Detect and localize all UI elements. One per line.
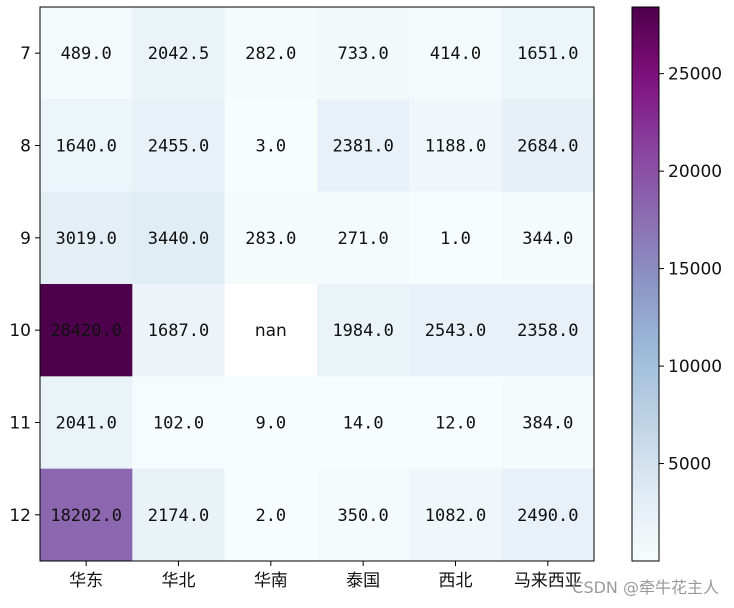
cell-value-label: 1082.0 xyxy=(425,506,486,526)
cell-value-label: 3440.0 xyxy=(148,229,209,249)
cell-value-label: 282.0 xyxy=(245,44,296,64)
heatmap-cell xyxy=(501,7,595,100)
cell-value-label: 2042.5 xyxy=(148,44,209,64)
heatmap-cell xyxy=(409,468,503,562)
cell-value-label: 1.0 xyxy=(440,229,471,249)
cell-value-label: 283.0 xyxy=(245,229,296,249)
heatmap-cell xyxy=(224,376,318,470)
heatmap-cell xyxy=(409,191,503,285)
heatmap-cell xyxy=(132,283,226,377)
cell-value-label: 2381.0 xyxy=(332,136,393,156)
cell-value-label: 2455.0 xyxy=(148,136,209,156)
cell-value-label: 2358.0 xyxy=(517,321,578,341)
heatmap-cell xyxy=(224,191,318,285)
heatmap-cell xyxy=(501,99,595,193)
y-tick-label: 9 xyxy=(20,229,31,249)
heatmap-cell xyxy=(132,376,226,470)
cell-value-label: nan xyxy=(255,321,287,341)
cell-value-label: 384.0 xyxy=(522,413,573,433)
heatmap-cell xyxy=(316,99,410,193)
heatmap-cell xyxy=(40,191,133,285)
watermark-text: CSDN @牵牛花主人 xyxy=(572,578,719,597)
cell-value-label: 344.0 xyxy=(522,229,573,249)
cell-value-label: 489.0 xyxy=(61,44,112,64)
cell-value-label: 18202.0 xyxy=(50,506,122,526)
cell-value-label: 2174.0 xyxy=(148,506,209,526)
cell-value-label: 1188.0 xyxy=(425,136,486,156)
heatmap-cell xyxy=(224,7,318,100)
y-axis: 7 8 9 10 11 12 xyxy=(9,44,40,526)
x-axis: 华东 华北 华南 泰国 西北 马来西亚 xyxy=(69,560,582,591)
cell-value-label: 2543.0 xyxy=(425,321,486,341)
x-tick-label: 马来西亚 xyxy=(514,571,582,591)
heatmap-cell xyxy=(409,99,503,193)
heatmap-cell xyxy=(409,283,503,377)
heatmap-cell xyxy=(40,99,133,193)
cell-value-label: 271.0 xyxy=(338,229,389,249)
x-tick-label: 华南 xyxy=(254,571,288,591)
heatmap-cell xyxy=(501,191,595,285)
cell-value-label: 1651.0 xyxy=(517,44,578,64)
heatmap-cell xyxy=(132,99,226,193)
cell-value-label: 14.0 xyxy=(343,413,384,433)
colorbar-tick-label: 20000 xyxy=(668,162,722,182)
cell-value-label: 1640.0 xyxy=(55,136,116,156)
colorbar-tick-label: 10000 xyxy=(668,357,722,377)
heatmap-cell xyxy=(40,283,133,377)
heatmap-cell xyxy=(132,7,226,100)
colorbar-tick-label: 25000 xyxy=(668,65,722,85)
x-tick-label: 华北 xyxy=(161,571,195,591)
cell-value-label: 28420.0 xyxy=(50,321,122,341)
y-tick-label: 11 xyxy=(9,413,31,433)
cell-value-label: 3019.0 xyxy=(55,229,116,249)
cell-value-label: 1687.0 xyxy=(148,321,209,341)
heatmap-cells xyxy=(40,7,595,562)
heatmap-cell xyxy=(40,376,133,470)
cell-value-label: 733.0 xyxy=(338,44,389,64)
cell-value-labels: 489.0 2042.5 282.0 733.0 414.0 1651.0 1640.0 24… xyxy=(50,44,578,526)
colorbar-tick-label: 5000 xyxy=(668,455,711,475)
colorbar-axis: 5000 10000 15000 20000 25000 xyxy=(659,65,722,475)
cell-value-label: 2.0 xyxy=(255,506,286,526)
plot-frame xyxy=(39,6,595,562)
heatmap-cell xyxy=(40,7,133,100)
y-tick-label: 7 xyxy=(20,44,31,64)
cell-value-label: 9.0 xyxy=(255,413,286,433)
heatmap-cell xyxy=(40,468,133,562)
heatmap-cell xyxy=(316,191,410,285)
cell-value-label: 414.0 xyxy=(430,44,481,64)
cell-value-label: 12.0 xyxy=(435,413,476,433)
heatmap-cell xyxy=(501,468,595,562)
cell-value-label: 102.0 xyxy=(153,413,204,433)
heatmap-cell xyxy=(501,283,595,377)
heatmap-cell xyxy=(132,468,226,562)
cell-value-label: 2041.0 xyxy=(55,413,116,433)
x-tick-label: 西北 xyxy=(438,571,472,591)
heatmap-cell xyxy=(224,468,318,562)
heatmap-cell xyxy=(409,7,503,100)
x-tick-label: 华东 xyxy=(69,571,103,591)
heatmap-cell xyxy=(132,191,226,285)
y-tick-label: 10 xyxy=(9,321,31,341)
cell-value-label: 350.0 xyxy=(338,506,389,526)
heatmap-cell xyxy=(316,376,410,470)
cell-value-label: 1984.0 xyxy=(332,321,393,341)
y-tick-label: 8 xyxy=(20,136,31,156)
colorbar xyxy=(631,6,660,562)
heatmap-cell xyxy=(316,468,410,562)
heatmap-cell xyxy=(316,283,410,377)
cell-value-label: 3.0 xyxy=(255,136,286,156)
x-tick-label: 泰国 xyxy=(346,571,380,591)
cell-value-label: 2490.0 xyxy=(517,506,578,526)
y-tick-label: 12 xyxy=(9,506,31,526)
heatmap-cell xyxy=(224,99,318,193)
colorbar-tick-label: 15000 xyxy=(668,260,722,280)
heatmap-cell xyxy=(224,283,318,377)
heatmap-cell xyxy=(409,376,503,470)
heatmap-cell xyxy=(316,7,410,100)
heatmap-cell xyxy=(501,376,595,470)
cell-value-label: 2684.0 xyxy=(517,136,578,156)
